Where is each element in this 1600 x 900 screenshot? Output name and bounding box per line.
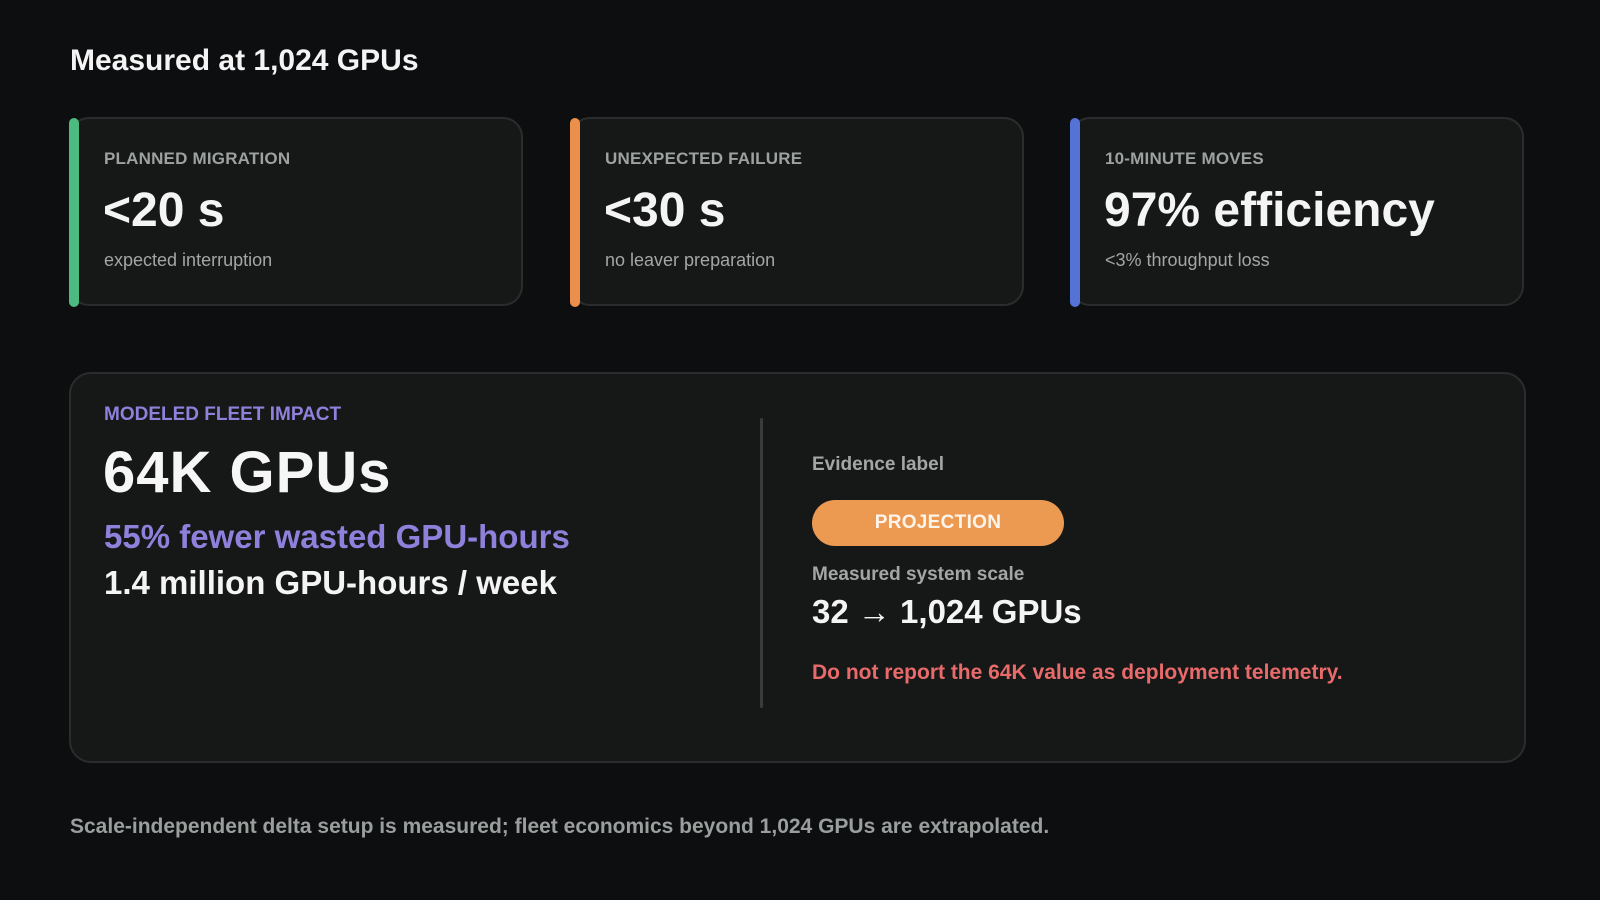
card-subtitle: <3% throughput loss <box>1105 250 1270 270</box>
card-label: PLANNED MIGRATION <box>104 149 291 168</box>
metric-card-unexpected-failure: UNEXPECTED FAILURE <30 s no leaver prepa… <box>570 117 1024 307</box>
metric-card-planned-migration: PLANNED MIGRATION <20 s expected interru… <box>69 117 523 307</box>
impact-savings: 55% fewer wasted GPU-hours <box>104 518 570 555</box>
card-value: <20 s <box>103 184 225 237</box>
evidence-label: Evidence label <box>812 454 945 475</box>
impact-hours: 1.4 million GPU-hours / week <box>104 564 557 601</box>
panel-divider <box>760 418 763 708</box>
scale-label: Measured system scale <box>812 564 1025 585</box>
metric-card-10-minute-moves: 10-MINUTE MOVES 97% efficiency <3% throu… <box>1070 117 1524 307</box>
footnote: Scale-independent delta setup is measure… <box>70 815 1050 838</box>
projection-badge: PROJECTION <box>812 500 1064 546</box>
warning-text: Do not report the 64K value as deploymen… <box>812 661 1343 684</box>
card-label: UNEXPECTED FAILURE <box>605 149 803 168</box>
card-subtitle: expected interruption <box>104 250 273 270</box>
fleet-impact-panel: MODELED FLEET IMPACT 64K GPUs 55% fewer … <box>69 372 1526 763</box>
scale-value: 32 → 1,024 GPUs <box>812 593 1082 630</box>
card-accent-bar <box>570 118 580 307</box>
card-subtitle: no leaver preparation <box>605 250 776 270</box>
card-value: 97% efficiency <box>1104 184 1435 237</box>
impact-value: 64K GPUs <box>103 440 392 505</box>
card-accent-bar <box>69 118 79 307</box>
impact-label: MODELED FLEET IMPACT <box>104 404 342 425</box>
card-accent-bar <box>1070 118 1080 307</box>
card-label: 10-MINUTE MOVES <box>1105 149 1264 168</box>
page-title: Measured at 1,024 GPUs <box>70 44 419 77</box>
card-value: <30 s <box>604 184 726 237</box>
